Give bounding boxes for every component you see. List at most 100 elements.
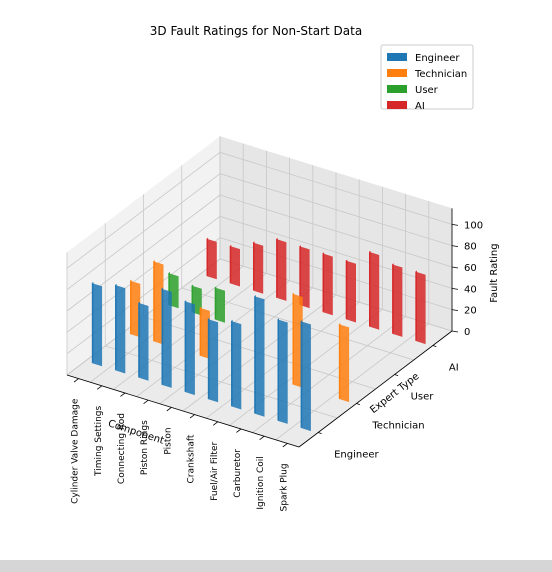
x-tick [120, 392, 126, 397]
legend: Engineer Technician User AI [380, 44, 474, 112]
legend-label: Engineer [415, 53, 460, 64]
z-tick [451, 223, 459, 226]
legend-swatch [387, 101, 407, 109]
legend-label: Technician [414, 69, 467, 80]
x-tick [236, 428, 242, 433]
x-tick [96, 385, 103, 390]
bar-face [199, 307, 210, 359]
bar-face [292, 293, 303, 388]
x-tick-label: Spark Plug [279, 463, 289, 511]
bar-engineer-3 [231, 319, 242, 410]
bar-technician-2 [292, 292, 303, 388]
bar-engineer-0 [300, 320, 311, 432]
bar-user-7 [214, 286, 225, 323]
y-tick-label: Engineer [334, 450, 379, 461]
z-axis-title: Fault Rating [489, 243, 500, 302]
bar-face [130, 280, 141, 338]
x-tick-label: Crankshaft [187, 434, 197, 483]
bar-face [369, 251, 380, 330]
z-tick-label: 0 [464, 327, 470, 338]
bar-face [322, 253, 333, 316]
x-tick-label: Timing Settings [94, 405, 104, 476]
x-tick [166, 407, 172, 412]
bar-ai-0 [415, 270, 426, 345]
bar-ai-7 [253, 241, 264, 294]
x-tick-label: Piston Rings [140, 420, 150, 475]
bar-face [229, 246, 240, 287]
chart-figure: 3D Fault Ratings for Non-Start Data Spar… [66, 24, 500, 511]
bar-face [207, 319, 219, 403]
bar-face [115, 285, 126, 374]
bottom-strip [0, 560, 552, 572]
x-tick [143, 399, 149, 404]
y-tick [432, 345, 437, 347]
bar-face [300, 321, 311, 432]
z-tick-label: 20 [464, 306, 477, 317]
x-axis-title: Component [107, 418, 166, 446]
x-tick-label: Cylinder Valve Damage [71, 398, 81, 504]
grid-line [219, 215, 453, 289]
bars-3d [91, 237, 426, 432]
bar-face [153, 261, 164, 345]
z-tick-label: 100 [464, 220, 483, 231]
z-tick [451, 309, 459, 312]
z-tick [451, 287, 459, 290]
z-tick [451, 266, 459, 269]
y-tick [394, 374, 399, 376]
bar-ai-9 [206, 237, 217, 280]
y-tick-label: AI [449, 363, 459, 374]
bar-face [206, 238, 217, 280]
bar-engineer-2 [254, 295, 265, 417]
bar-face [415, 271, 426, 345]
legend-swatch [387, 69, 407, 77]
bar-technician-8 [153, 260, 164, 345]
x-tick [189, 414, 195, 419]
bar-face [138, 302, 149, 381]
bar-ai-6 [276, 237, 287, 301]
x-tick [73, 378, 79, 383]
bar-ai-4 [322, 252, 333, 316]
x-tick-label: Piston [163, 427, 173, 454]
bar-engineer-7 [138, 301, 149, 381]
bar-face [161, 288, 172, 388]
x-tick [259, 435, 265, 440]
bar-face [254, 296, 265, 417]
bar-engineer-1 [277, 318, 288, 424]
z-tick-label: 40 [464, 284, 477, 295]
legend-label: User [415, 85, 439, 96]
legend-label: AI [415, 101, 425, 112]
bar-face [214, 287, 225, 323]
bar-face [91, 283, 103, 367]
bar-ai-2 [369, 250, 380, 330]
bar-ai-1 [392, 263, 403, 337]
x-axis-line [66, 374, 300, 448]
y-tick-label: Technician [371, 421, 424, 432]
bar-engineer-9 [91, 281, 103, 367]
bar-engineer-5 [184, 300, 195, 396]
bar-face [338, 324, 350, 403]
bar-face [345, 260, 356, 323]
x-tick-label: Fuel/Air Filter [210, 442, 220, 501]
y-tick [356, 403, 360, 405]
bar-face [277, 319, 288, 424]
grid-line [219, 151, 453, 225]
grid-line [66, 152, 221, 269]
x-tick [282, 443, 288, 448]
bar-face [253, 242, 264, 294]
legend-swatch [387, 53, 407, 61]
grid-line [219, 194, 453, 268]
bar-engineer-4 [207, 317, 219, 403]
bar-technician-0 [338, 323, 350, 403]
bar-face [276, 239, 287, 301]
bar-technician-6 [199, 306, 210, 359]
bar-ai-3 [345, 259, 356, 323]
bar-engineer-6 [161, 287, 172, 388]
x-tick-label: Carburetor [233, 449, 243, 498]
bar-face [184, 301, 195, 396]
bar-engineer-8 [115, 283, 126, 374]
bar-ai-8 [229, 244, 240, 287]
y-tick [318, 432, 322, 434]
legend-swatch [387, 85, 407, 93]
y-axis-line [298, 330, 453, 448]
x-tick-label: Ignition Coil [256, 456, 266, 509]
